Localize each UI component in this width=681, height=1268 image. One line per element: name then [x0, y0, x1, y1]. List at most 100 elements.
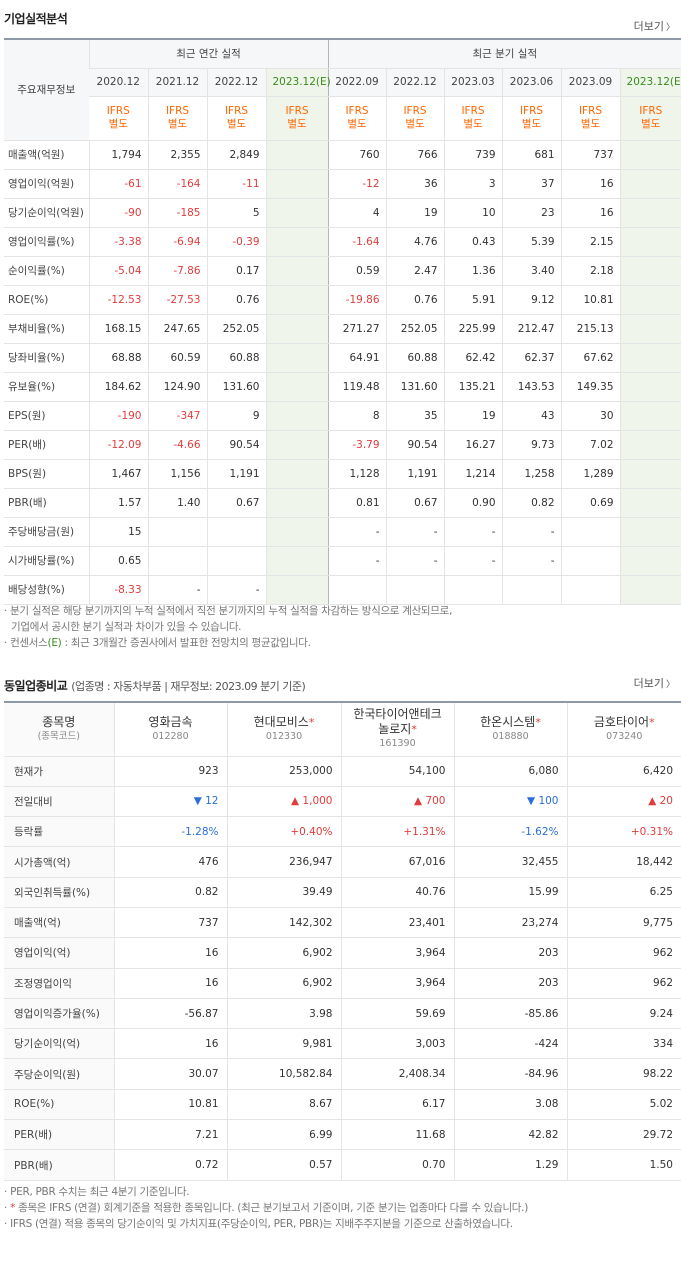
table-cell: 236,947	[226, 846, 341, 878]
row-label: ROE(%)	[4, 285, 89, 315]
star-mark: *	[10, 1202, 19, 1214]
table-cell: ▼ 100	[453, 786, 567, 818]
company-name-link[interactable]: 금호타이어	[593, 714, 650, 729]
table-row: 당기순이익(억원) -90 -185 5 4 19 10 23 16	[4, 198, 681, 228]
ifrs-badge: IFRS 별도	[147, 96, 207, 141]
table-cell	[147, 546, 207, 576]
table-cell	[265, 459, 329, 489]
table-cell	[265, 546, 329, 576]
company-code: 012280	[152, 730, 189, 742]
table-cell: 64.91	[327, 343, 387, 373]
table-cell: -27.53	[147, 285, 207, 315]
ifrs-badge: IFRS 별도	[265, 96, 329, 141]
table-cell	[206, 516, 266, 547]
table-cell: 16.27	[443, 430, 503, 460]
note-line: · 컨센서스(E) : 최근 3개월간 증권사에서 발표한 전망치의 평균값입니…	[4, 637, 311, 649]
table-cell: -6.94	[147, 226, 207, 257]
table-cell: 18,442	[566, 846, 681, 878]
table-cell: 739	[443, 140, 503, 170]
table-cell: -1.28%	[113, 816, 227, 848]
row-label: 등락률	[4, 816, 114, 848]
table-cell	[619, 285, 681, 315]
table-cell: 16	[560, 169, 621, 199]
table-cell: -5.04	[88, 256, 148, 286]
table-cell: 90.54	[385, 430, 445, 460]
table-cell: -190	[88, 400, 148, 431]
period-header: 2021.12	[147, 68, 207, 97]
table-cell: 2.18	[560, 256, 621, 286]
row-label: 당기순이익(억)	[4, 1028, 114, 1060]
table-cell: 1,128	[327, 459, 387, 489]
earnings-table: 주요재무정보 최근 연간 실적 최근 분기 실적 2020.12 2021.12 2…	[4, 38, 681, 605]
table-cell: -1.62%	[453, 816, 567, 848]
ifrs-line2: 별도	[641, 118, 661, 130]
table-row: 당좌비율(%) 68.88 60.59 60.88 64.91 60.88 62.42 62.…	[4, 343, 681, 373]
table-cell: 253,000	[226, 756, 341, 787]
table-cell: -56.87	[113, 998, 227, 1030]
table-cell: 8.67	[226, 1089, 341, 1121]
table-cell: 247.65	[147, 313, 207, 344]
table-cell: 0.82	[113, 877, 227, 908]
ifrs-line1: IFRS	[403, 105, 427, 117]
table-cell	[265, 313, 329, 344]
more-link-peer[interactable]: 더보기 〉	[634, 675, 675, 691]
table-cell: 1,191	[385, 459, 445, 489]
table-cell	[265, 488, 329, 518]
row-label: 시가배당률(%)	[4, 546, 89, 576]
period-header: 2022.12	[206, 68, 266, 97]
more-link-earnings[interactable]: 더보기 〉	[634, 18, 675, 34]
ifrs-badge: IFRS 별도	[89, 96, 148, 141]
table-cell: -	[206, 575, 266, 605]
table-cell: 1,258	[501, 459, 562, 489]
table-cell: 7.21	[113, 1119, 227, 1151]
company-name-link[interactable]: 영화금속	[148, 714, 193, 729]
row-label: 매출액(억원)	[4, 140, 89, 170]
table-cell: 5.02	[566, 1089, 681, 1121]
table-cell	[619, 372, 681, 402]
ifrs-line1: IFRS	[639, 105, 663, 117]
note-line: · IFRS (연결) 적용 종목의 당기순이익 및 가치지표(주당순이익, P…	[4, 1218, 513, 1230]
table-row: BPS(원) 1,467 1,156 1,191 1,128 1,191 1,214 1,25…	[4, 459, 681, 489]
table-cell: 67,016	[340, 846, 454, 878]
annual-group-header: 최근 연간 실적	[88, 39, 329, 69]
ifrs-badge: IFRS 별도	[501, 96, 562, 141]
company-name-link[interactable]: 현대모비스	[253, 714, 309, 729]
table-cell	[265, 430, 329, 460]
table-cell: +0.31%	[566, 816, 681, 848]
row-label: 당기순이익(억원)	[4, 198, 89, 228]
table-cell: 0.82	[501, 488, 562, 518]
table-cell: 0.90	[443, 488, 503, 518]
table-row: 배당성향(%) -8.33- -	[4, 575, 681, 605]
ifrs-consolidated-mark: *	[649, 715, 655, 729]
table-cell: -	[501, 546, 562, 576]
ifrs-line2: 별도	[580, 118, 601, 130]
table-cell: 3,964	[340, 968, 454, 999]
ifrs-line1: IFRS	[165, 105, 190, 117]
ifrs-line2: 별도	[347, 118, 367, 130]
company-name-link[interactable]: 한국타이어앤테크놀로지	[353, 707, 442, 737]
table-cell: 3.98	[226, 998, 341, 1030]
table-cell: -85.86	[453, 998, 567, 1030]
table-cell: 962	[566, 937, 681, 969]
table-cell: 54,100	[340, 756, 454, 787]
ifrs-line2: 별도	[108, 118, 128, 130]
table-row: 주당순이익(원) 30.07 10,582.84 2,408.34 -84.96 98.2…	[4, 1058, 681, 1090]
table-cell: 1,191	[206, 459, 266, 489]
table-cell	[619, 198, 681, 228]
table-cell: 23,274	[453, 907, 567, 939]
period-header: 2022.09	[327, 68, 387, 97]
table-cell: -12.09	[88, 430, 148, 460]
table-cell: 37	[501, 169, 562, 199]
table-cell: 16	[113, 1028, 227, 1060]
row-label: 당좌비율(%)	[4, 343, 89, 373]
table-cell: 15	[88, 516, 148, 547]
table-cell	[619, 575, 681, 605]
company-name-link[interactable]: 한온시스템	[480, 714, 536, 729]
table-row: 부채비율(%) 168.15 247.65 252.05 271.27 252.05 225…	[4, 313, 681, 344]
ifrs-consolidated-mark: *	[308, 715, 315, 729]
table-cell	[265, 400, 329, 431]
company-code: 161390	[379, 738, 416, 750]
table-cell	[560, 575, 621, 605]
row-label: 영업이익률(%)	[4, 226, 89, 257]
row-label-header: 주요재무정보	[4, 39, 89, 141]
